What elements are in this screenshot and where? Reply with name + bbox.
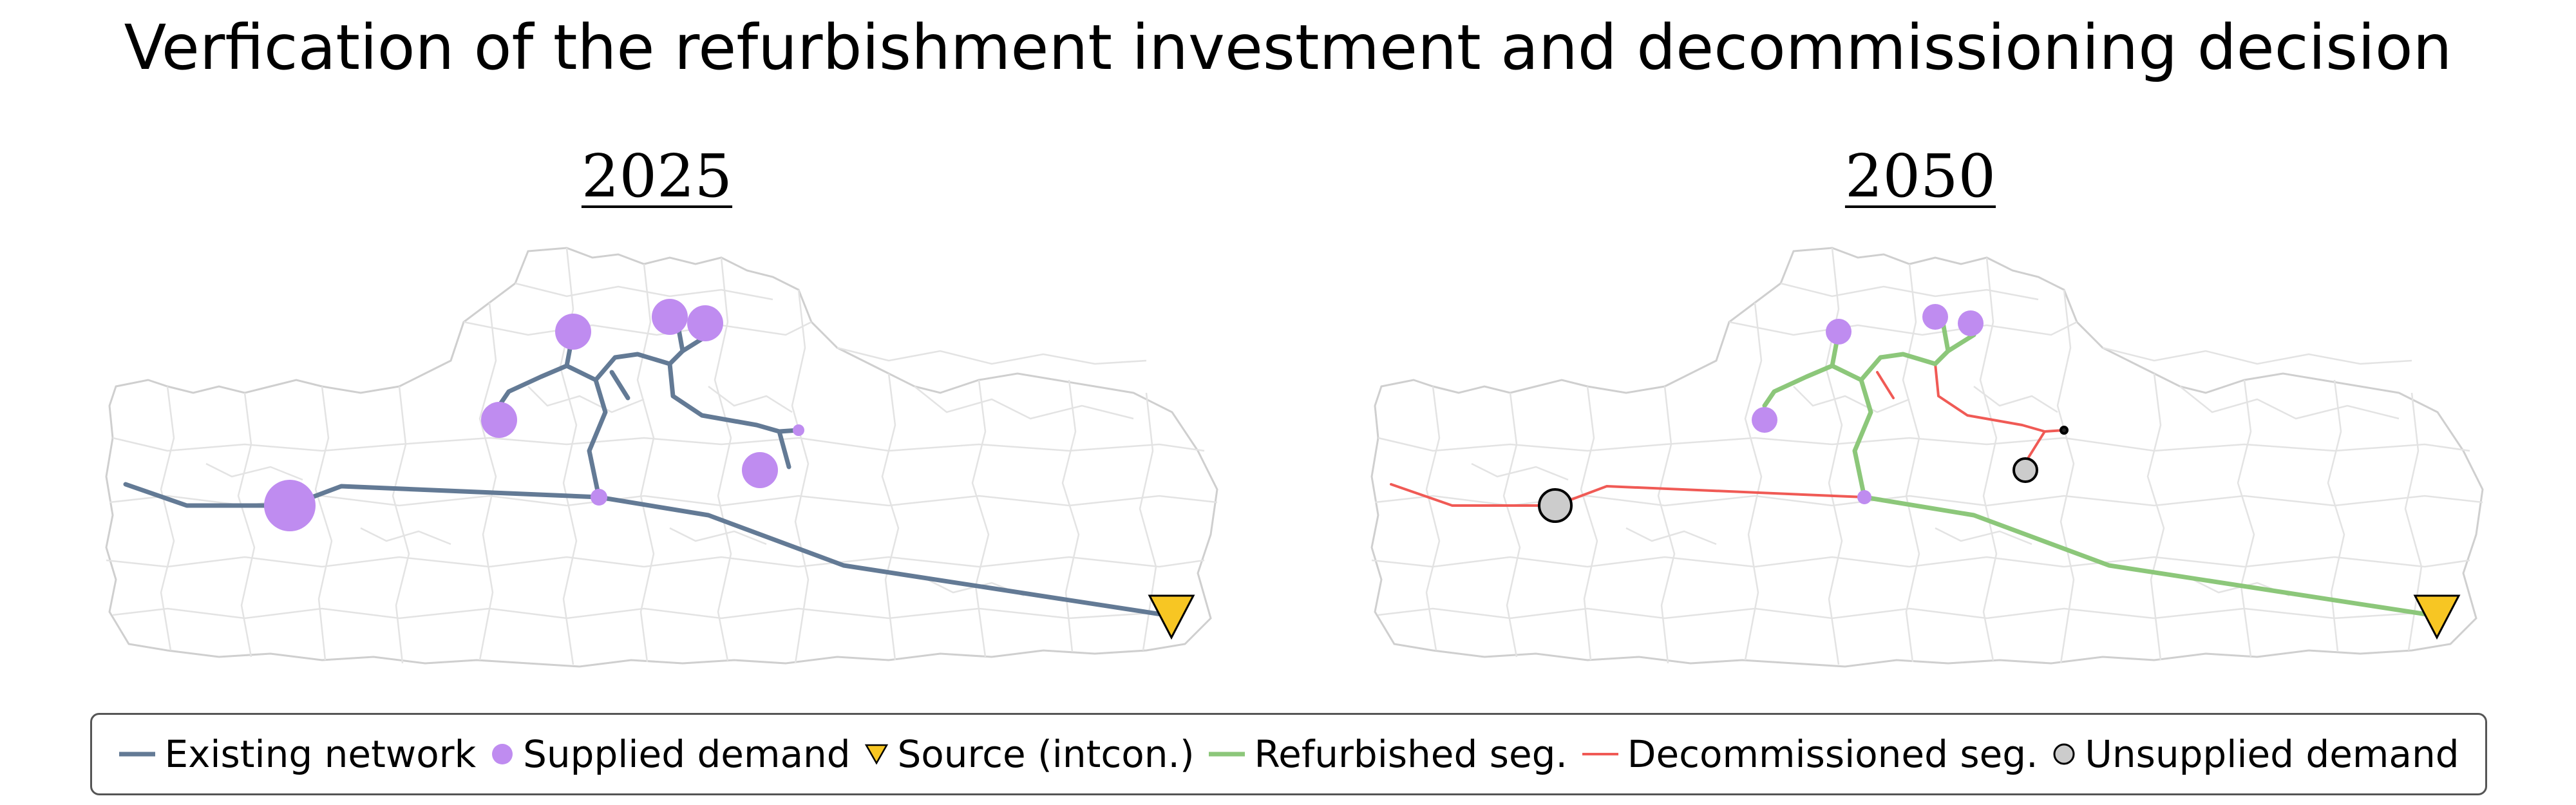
supplied-demand-node [687, 305, 723, 341]
panel-title-2050: 2050 [1844, 142, 1996, 211]
line-swatch-refurbished [1209, 752, 1245, 757]
map-2025 [105, 247, 1218, 668]
legend-item-unsupplied-demand: Unsupplied demand [2051, 732, 2459, 776]
supplied-demand-node [793, 424, 804, 436]
legend: Existing network Supplied demand Source … [90, 713, 2487, 795]
line-swatch-decommissioned [1582, 753, 1618, 755]
supplied-demand-node [591, 489, 607, 506]
supplied-demand-node [1922, 304, 1948, 330]
triangle-down-swatch-source [865, 744, 889, 765]
supplied-demand-2050 [1752, 304, 1984, 504]
legend-item-existing-network: Existing network [118, 732, 476, 776]
source-interconnector-2050 [2413, 594, 2461, 640]
legend-label: Decommissioned seg. [1627, 732, 2038, 776]
unsupplied-demand-node [2012, 457, 2038, 483]
supplied-demand-node [264, 480, 316, 531]
figure-title: Verfication of the refurbishment investm… [124, 12, 2452, 84]
unsupplied-demand-node [1538, 488, 1573, 523]
maps-canvas [105, 247, 2484, 668]
legend-label: Supplied demand [523, 732, 851, 776]
legend-item-decommissioned: Decommissioned seg. [1581, 732, 2038, 776]
legend-label: Source (intcon.) [897, 732, 1195, 776]
supplied-demand-node [1958, 310, 1984, 336]
supplied-demand-2025 [264, 299, 804, 531]
supplied-demand-node [555, 314, 591, 350]
legend-label: Refurbished seg. [1254, 732, 1567, 776]
line-swatch-existing [119, 752, 156, 757]
supplied-demand-node [1857, 490, 1871, 504]
panel-title-2025: 2025 [581, 142, 733, 211]
supplied-demand-node [652, 299, 688, 335]
legend-label: Unsupplied demand [2085, 732, 2459, 776]
legend-item-refurbished: Refurbished seg. [1208, 732, 1567, 776]
map-2050 [1370, 247, 2484, 668]
circle-outline-swatch-unsupplied [2053, 743, 2075, 765]
decommissioned-segments-2050 [1390, 363, 2065, 507]
unsupplied-demand-2050 [1538, 426, 2069, 523]
refurbished-segments-2050 [1762, 313, 2434, 618]
legend-item-source: Source (intcon.) [864, 732, 1195, 776]
supplied-demand-node [742, 452, 778, 488]
supplied-demand-node [1752, 407, 1777, 433]
legend-item-supplied-demand: Supplied demand [489, 732, 851, 776]
unsupplied-demand-node [2060, 426, 2069, 435]
supplied-demand-node [481, 402, 517, 438]
circle-swatch-supplied [492, 744, 513, 764]
supplied-demand-node [1826, 319, 1852, 345]
source-interconnector-2025 [1148, 594, 1195, 640]
legend-label: Existing network [164, 732, 477, 776]
